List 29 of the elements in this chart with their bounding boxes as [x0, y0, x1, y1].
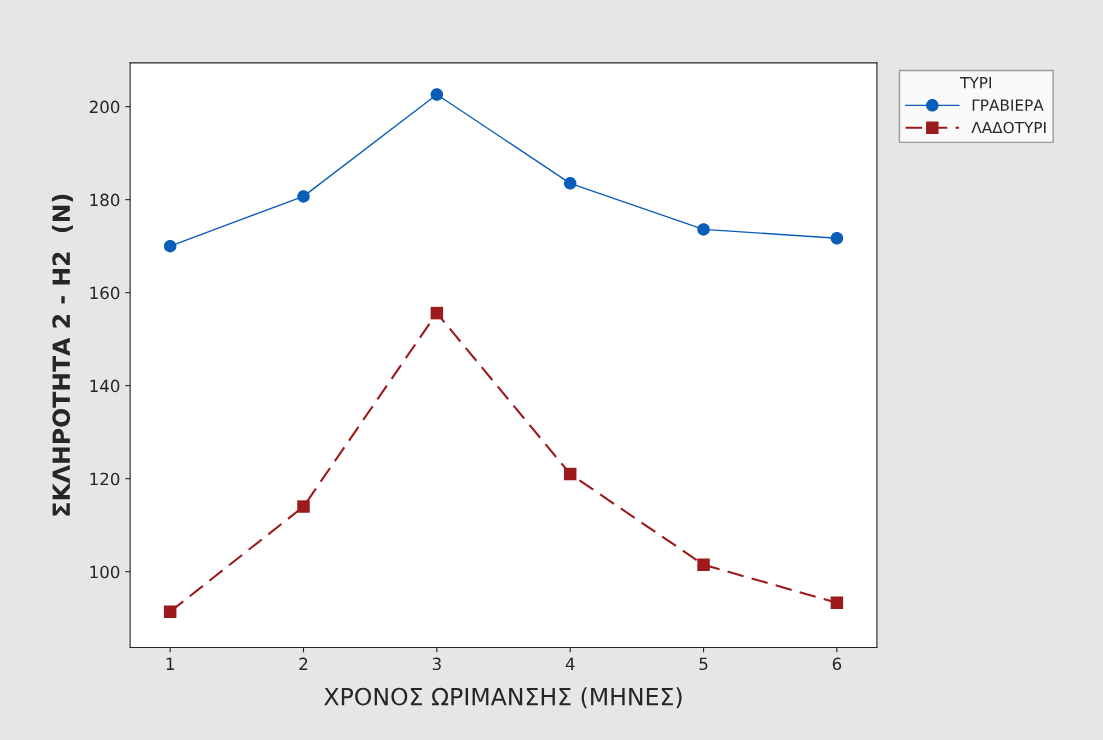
point [563, 177, 577, 190]
point [830, 596, 844, 610]
x-axis-title: ΧΡΟΝΟΣ ΩΡΙΜΑΝΣΗΣ (ΜΗΝΕΣ) [324, 687, 682, 709]
point [430, 88, 444, 101]
x-tick-label: 6 [832, 657, 842, 671]
x-tick-label: 2 [299, 657, 308, 670]
y-axis-title: ΣΚΛΗΡΟΤΗΤΑ 2 - H2 (N) [51, 194, 73, 516]
point [563, 467, 577, 481]
point [697, 558, 710, 571]
point [163, 239, 177, 253]
point [430, 306, 444, 320]
point [297, 190, 310, 203]
y-tick-label: 100 [90, 565, 120, 579]
legend-title: ΤΥΡΙ [960, 77, 991, 89]
x-tick-label: 1 [166, 657, 174, 670]
y-tick-label: 120 [90, 472, 120, 486]
point [297, 500, 310, 513]
legend-label: ΛΑΔΟΤΥΡΙ [971, 121, 1046, 134]
point [163, 605, 177, 618]
y-tick-label: 200 [89, 100, 120, 114]
x-tick-label: 3 [432, 657, 441, 671]
y-tick-label: 180 [90, 193, 120, 207]
point [830, 231, 844, 245]
x-tick-label: 5 [699, 657, 708, 671]
point [697, 223, 710, 236]
x-tick-label: 4 [565, 657, 575, 670]
y-tick-label: 160 [90, 286, 120, 300]
y-tick-label: 140 [90, 379, 120, 393]
legend-label: ΓΡΑΒΙΕΡΑ [972, 99, 1044, 111]
